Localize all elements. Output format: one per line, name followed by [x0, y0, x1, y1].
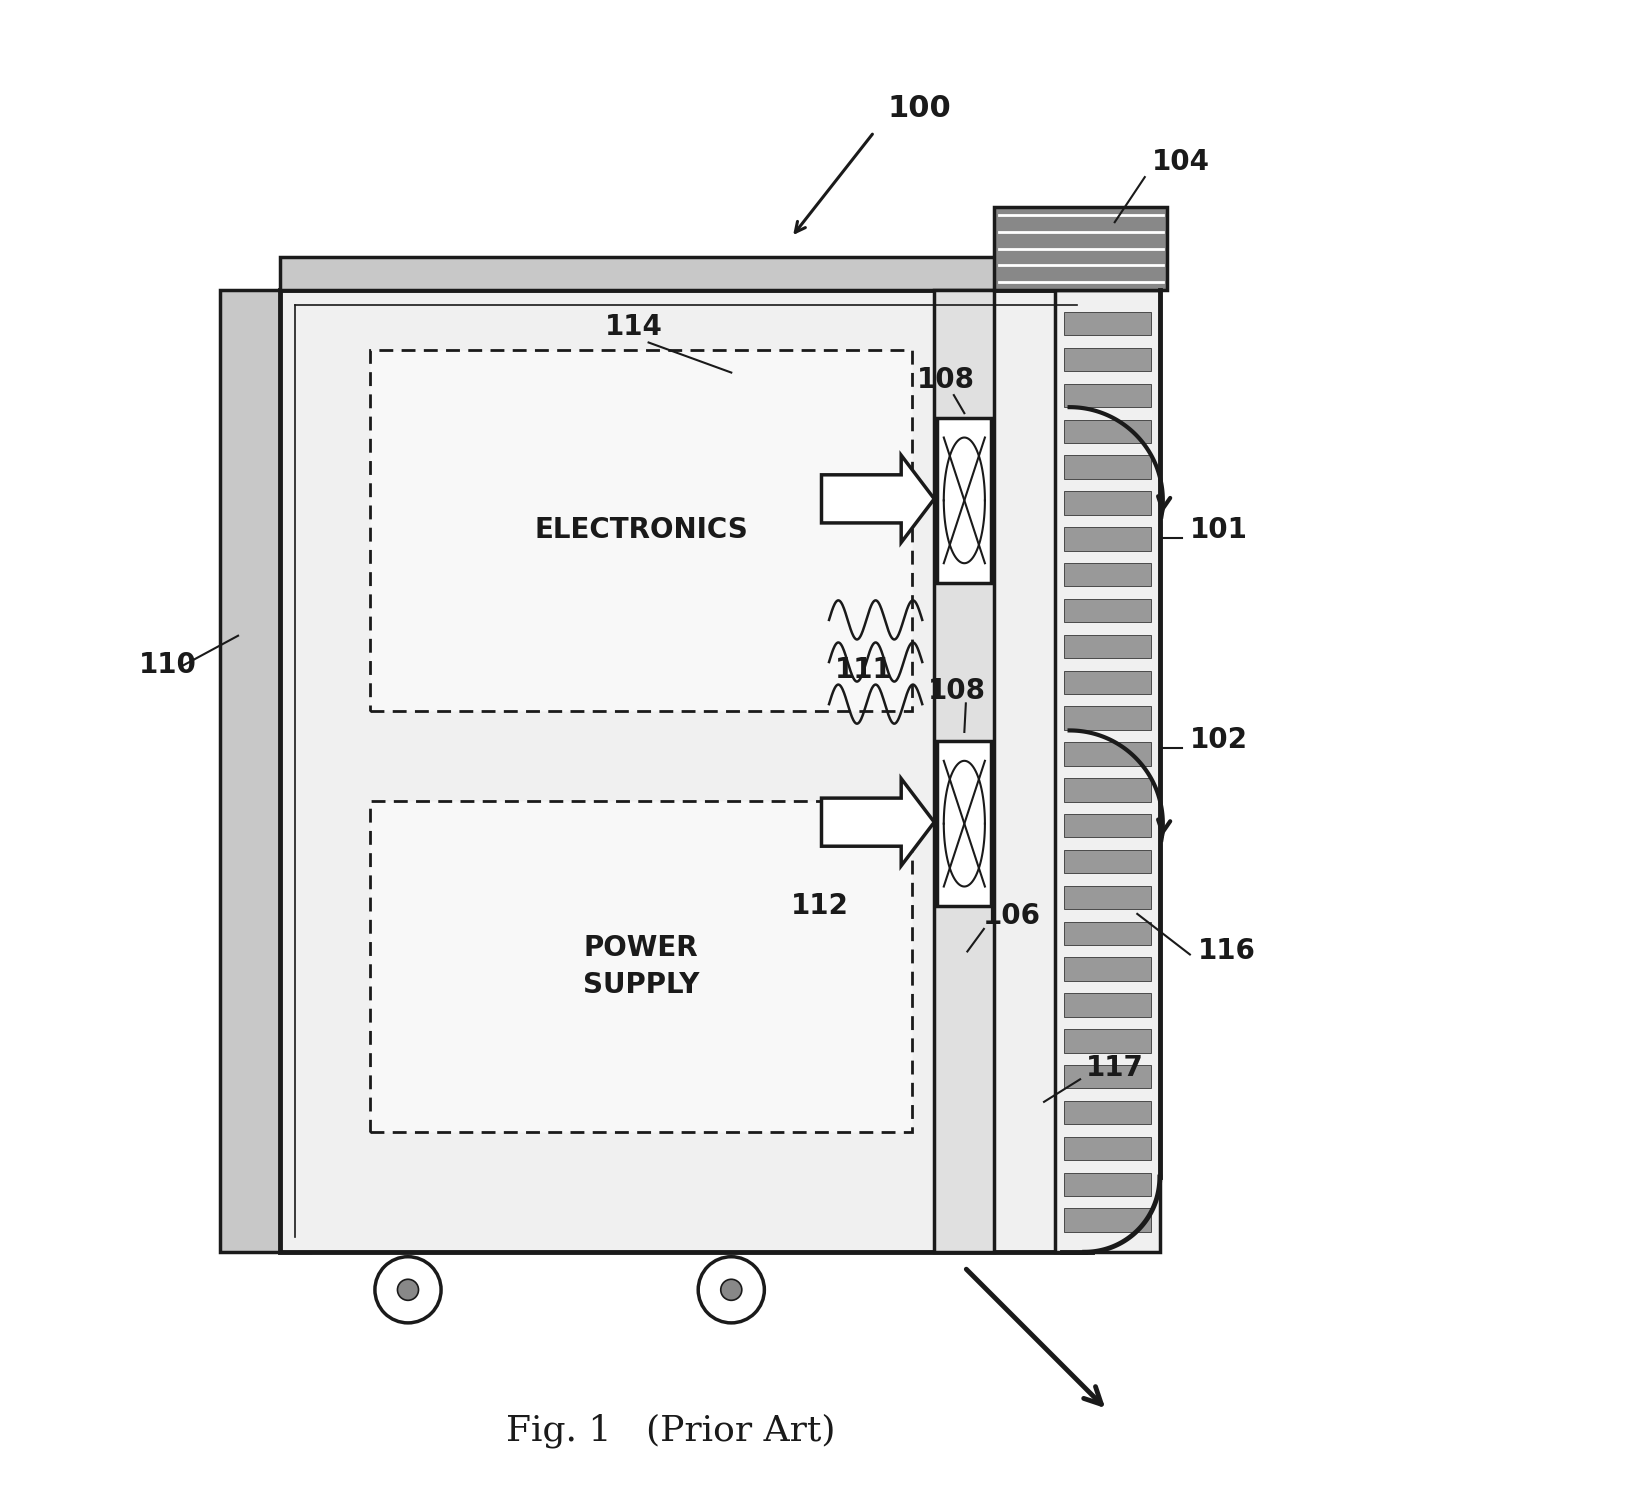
Bar — [1063, 671, 1150, 694]
Circle shape — [721, 1279, 741, 1300]
Text: 101: 101 — [1190, 516, 1247, 544]
Bar — [1063, 1208, 1150, 1232]
Bar — [1063, 635, 1150, 658]
Bar — [370, 801, 912, 1132]
Bar — [370, 349, 912, 711]
Circle shape — [375, 1256, 440, 1323]
Circle shape — [698, 1256, 764, 1323]
Circle shape — [398, 1279, 419, 1300]
Bar — [1055, 290, 1160, 1252]
Text: 114: 114 — [605, 313, 662, 342]
Bar — [1063, 1064, 1150, 1089]
Bar — [937, 417, 991, 584]
Bar — [1063, 455, 1150, 479]
Text: ELECTRONICS: ELECTRONICS — [534, 517, 748, 544]
Bar — [1063, 599, 1150, 623]
Text: 116: 116 — [1198, 937, 1255, 965]
Bar — [220, 290, 311, 1252]
Bar — [1063, 922, 1150, 945]
Bar — [1063, 742, 1150, 765]
Bar — [1063, 528, 1150, 550]
Bar — [1063, 1173, 1150, 1196]
Text: 112: 112 — [790, 892, 849, 919]
Bar — [1063, 706, 1150, 730]
Bar — [1063, 311, 1150, 336]
Bar — [935, 290, 994, 1252]
Bar — [1063, 1101, 1150, 1125]
Text: 104: 104 — [1152, 148, 1211, 175]
FancyArrow shape — [822, 455, 935, 543]
Text: 117: 117 — [1086, 1054, 1144, 1083]
Bar — [1063, 562, 1150, 587]
Bar — [937, 741, 991, 906]
Bar — [1063, 957, 1150, 981]
Bar — [1063, 491, 1150, 514]
Text: 108: 108 — [928, 677, 986, 705]
Bar — [1063, 779, 1150, 801]
Text: 111: 111 — [835, 656, 892, 683]
Bar — [1063, 420, 1150, 443]
Bar — [1063, 850, 1150, 874]
Bar — [994, 207, 1167, 290]
Text: Fig. 1   (Prior Art): Fig. 1 (Prior Art) — [506, 1414, 836, 1447]
Bar — [281, 290, 1093, 1252]
Bar — [1063, 1030, 1150, 1052]
Text: 110: 110 — [138, 652, 197, 679]
Bar — [1063, 993, 1150, 1016]
Text: 106: 106 — [983, 903, 1040, 930]
FancyArrow shape — [822, 779, 935, 866]
Text: 100: 100 — [887, 94, 951, 122]
Text: 108: 108 — [917, 366, 976, 393]
Bar — [1063, 886, 1150, 909]
Bar — [1063, 813, 1150, 838]
Bar — [1063, 1137, 1150, 1160]
Bar — [1063, 348, 1150, 372]
Bar — [281, 257, 1093, 290]
Text: 102: 102 — [1190, 726, 1249, 754]
Text: POWER
SUPPLY: POWER SUPPLY — [583, 934, 700, 999]
Bar — [1063, 384, 1150, 407]
